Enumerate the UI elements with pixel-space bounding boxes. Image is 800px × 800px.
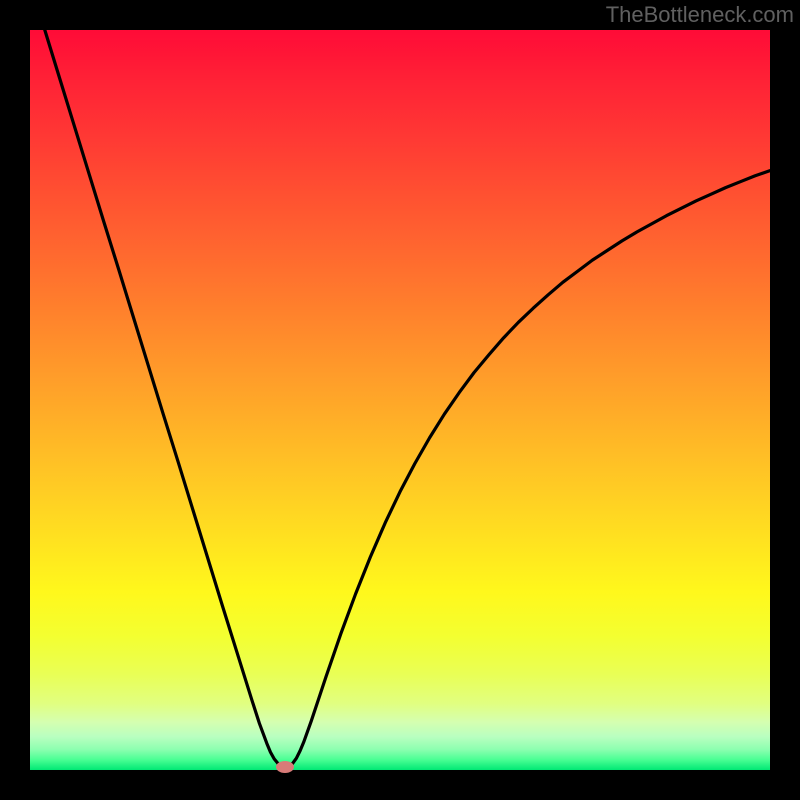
curve-path [45,30,770,767]
chart-frame: TheBottleneck.com [0,0,800,800]
bottleneck-curve [30,30,770,770]
plot-area [30,30,770,770]
watermark-text: TheBottleneck.com [606,2,794,28]
minimum-marker [276,761,294,773]
